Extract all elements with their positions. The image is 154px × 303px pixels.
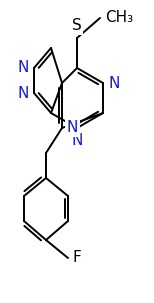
Text: CH₃: CH₃ (105, 11, 133, 25)
Text: N: N (108, 75, 119, 91)
Text: N: N (18, 61, 29, 75)
Text: N: N (67, 121, 78, 135)
Text: N: N (71, 133, 83, 148)
Text: N: N (18, 85, 29, 101)
Text: F: F (73, 251, 82, 265)
Text: S: S (72, 18, 82, 33)
